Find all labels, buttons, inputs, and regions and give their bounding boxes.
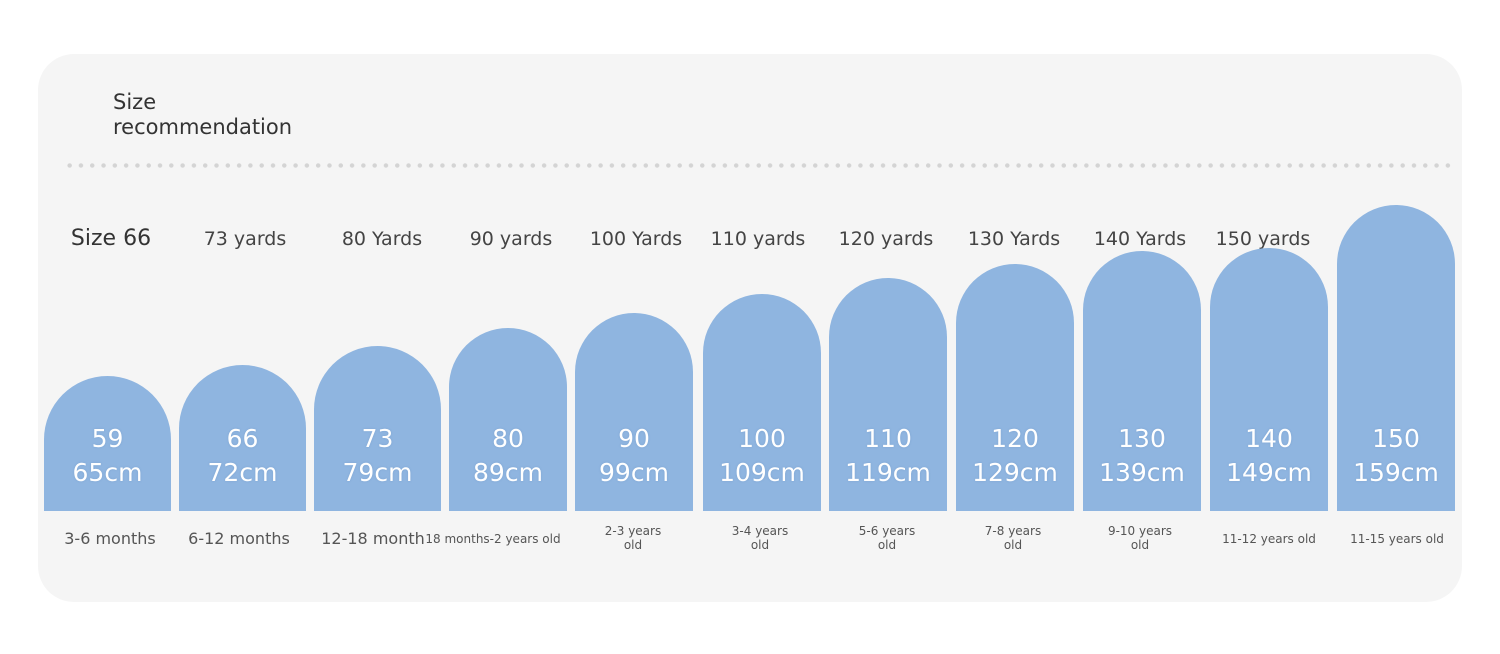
dotted-divider	[64, 163, 1456, 168]
size-range-tab	[179, 365, 306, 511]
age-range: 11-15 years old	[1327, 532, 1467, 546]
page-title: Size recommendation	[113, 90, 373, 140]
range-max: 79cm	[342, 458, 413, 487]
size-range-text: 80 89cm	[449, 422, 567, 490]
range-max: 159cm	[1353, 458, 1439, 487]
size-label: 140 Yards	[1093, 228, 1187, 250]
size-range-text: 150 159cm	[1337, 422, 1455, 490]
range-min: 100	[738, 424, 786, 453]
range-min: 140	[1245, 424, 1293, 453]
age-range: 2-3 years old	[563, 524, 703, 552]
age-range-line: 5-6 years	[858, 524, 916, 538]
size-range-tab	[44, 376, 171, 511]
range-min: 130	[1118, 424, 1166, 453]
age-range: 6-12 months	[169, 524, 309, 554]
size-label: 80 Yards	[341, 228, 423, 250]
range-max: 129cm	[972, 458, 1058, 487]
size-label: 120 yards	[838, 228, 934, 250]
age-range: 11-12 years old	[1199, 532, 1339, 546]
size-label: 150 yards	[1215, 228, 1311, 250]
range-max: 139cm	[1099, 458, 1185, 487]
age-range-line: 18 months-2 years old	[425, 532, 561, 546]
age-range: 9-10 years old	[1070, 524, 1210, 552]
age-range-line: 7-8 years	[984, 524, 1042, 538]
size-range-tab	[1210, 248, 1328, 511]
size-range-tab	[956, 264, 1074, 511]
range-min: 150	[1372, 424, 1420, 453]
range-max: 119cm	[845, 458, 931, 487]
age-range-line: old	[623, 538, 643, 552]
age-range-line: 3-6 months	[64, 529, 156, 548]
age-range: 12-18 month	[303, 524, 443, 554]
size-range-text: 120 129cm	[956, 422, 1074, 490]
size-range-tab	[1337, 205, 1455, 511]
size-label: 130 Yards	[967, 228, 1061, 250]
age-range-line: 2-3 years	[604, 524, 662, 538]
size-range-text: 66 72cm	[179, 422, 306, 490]
size-label: 90 yards	[469, 228, 553, 250]
size-label: 110 yards	[710, 228, 806, 250]
range-min: 120	[991, 424, 1039, 453]
size-label: 100 Yards	[589, 228, 683, 250]
size-range-tab	[703, 294, 821, 511]
range-max: 109cm	[719, 458, 805, 487]
age-range-line: old	[1130, 538, 1150, 552]
size-range-tab	[575, 313, 693, 511]
range-min: 73	[361, 424, 394, 453]
range-min: 66	[226, 424, 259, 453]
age-range-line: 6-12 months	[188, 529, 290, 548]
size-range-tab	[829, 278, 947, 511]
size-range-text: 140 149cm	[1210, 422, 1328, 490]
age-range: 18 months-2 years old	[423, 532, 563, 546]
range-max: 149cm	[1226, 458, 1312, 487]
size-range-text: 100 109cm	[703, 422, 821, 490]
size-range-text: 130 139cm	[1083, 422, 1201, 490]
range-min: 80	[492, 424, 524, 453]
age-range: 7-8 years old	[943, 524, 1083, 552]
age-range-line: old	[750, 538, 770, 552]
size-range-tab	[314, 346, 441, 511]
age-range: 3-4 years old	[690, 524, 830, 552]
title-line-2: recommendation	[113, 115, 293, 139]
age-range-line: 11-15 years old	[1350, 532, 1444, 546]
range-max: 99cm	[599, 458, 669, 487]
age-range-line: 12-18 month	[321, 529, 425, 548]
range-max: 65cm	[72, 458, 143, 487]
size-range-text: 110 119cm	[829, 422, 947, 490]
title-line-1: Size	[113, 90, 157, 114]
size-label: Size 66	[70, 226, 152, 251]
age-range-line: old	[877, 538, 897, 552]
size-range-text: 59 65cm	[44, 422, 171, 490]
size-range-text: 73 79cm	[314, 422, 441, 490]
range-max: 72cm	[207, 458, 278, 487]
age-range-line: old	[1003, 538, 1023, 552]
range-min: 110	[864, 424, 912, 453]
size-range-tab	[449, 328, 567, 511]
size-label: 73 yards	[203, 228, 287, 250]
range-min: 59	[91, 424, 124, 453]
range-max: 89cm	[473, 458, 543, 487]
range-min: 90	[618, 424, 650, 453]
age-range: 3-6 months	[40, 524, 180, 554]
age-range-line: 11-12 years old	[1222, 532, 1316, 546]
age-range-line: 3-4 years	[731, 524, 789, 538]
size-range-tab	[1083, 251, 1201, 511]
size-range-text: 90 99cm	[575, 422, 693, 490]
age-range: 5-6 years old	[817, 524, 957, 552]
age-range-line: 9-10 years	[1107, 524, 1173, 538]
